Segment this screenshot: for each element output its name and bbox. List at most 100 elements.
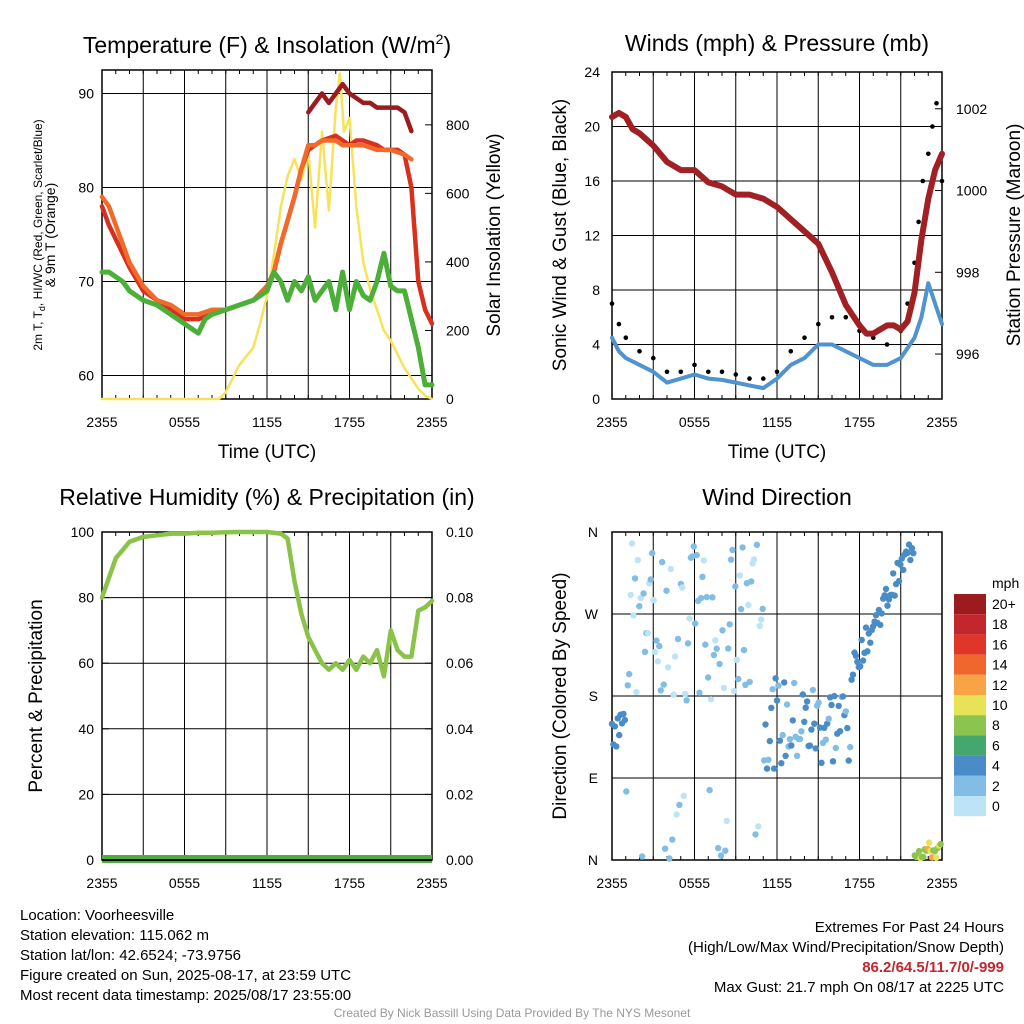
temp-title-end: ) — [443, 32, 451, 58]
dir-point — [818, 759, 825, 766]
dir-point — [806, 742, 814, 749]
gust-point — [747, 376, 752, 381]
temp-x-tick-label: 0555 — [169, 414, 200, 430]
dir-point — [704, 674, 712, 681]
dir-point — [844, 724, 851, 732]
dir-point — [745, 601, 752, 609]
gust-point — [926, 151, 931, 157]
dir-point — [847, 743, 854, 751]
dir-point — [664, 664, 672, 671]
dir-y-tick-label: E — [589, 770, 598, 786]
dir-point — [627, 591, 634, 599]
dir-point — [753, 541, 761, 548]
dir-point — [626, 670, 633, 678]
dir-point — [715, 844, 722, 852]
dir-point — [637, 594, 644, 602]
extremes-title: Extremes For Past 24 Hours — [814, 919, 1004, 936]
dir-point — [634, 556, 641, 564]
dir-point — [740, 646, 748, 654]
legend-label: 12 — [992, 677, 1008, 693]
legend-label: 8 — [992, 717, 1000, 733]
dir-point — [793, 752, 801, 759]
dir-point — [759, 605, 766, 613]
dir-point — [611, 723, 619, 730]
dir-point — [752, 831, 759, 838]
dir-x-tick-label: 2355 — [926, 875, 957, 891]
dir-point — [726, 621, 733, 628]
gust-point — [706, 369, 711, 375]
temp-y-axis-label-line1: 2m T, Td, HI/WC (Red, Green, Scarlet/Blu… — [31, 119, 47, 350]
dir-point — [884, 602, 891, 609]
dir-point — [624, 682, 631, 689]
gust-point — [934, 101, 939, 106]
dir-point — [638, 853, 646, 860]
credit-line: Created By Nick Bassill Using Data Provi… — [333, 1006, 691, 1020]
dir-point — [679, 584, 686, 591]
dir-point — [869, 623, 877, 630]
pressure-y-tick-label: 998 — [956, 264, 980, 280]
dir-point — [858, 636, 865, 644]
dir-point — [651, 648, 659, 656]
dir-point — [809, 686, 817, 694]
temp-title: Temperature (F) & Insolation (W/m2) — [83, 31, 451, 58]
dir-point — [667, 565, 674, 573]
dir-point — [811, 720, 818, 727]
precip-y-tick-label: 0.02 — [446, 786, 473, 802]
temp-x-tick-label: 2355 — [86, 414, 117, 430]
rh-x-tick-label: 2355 — [86, 875, 117, 891]
dir-point — [756, 622, 763, 630]
dir-point — [845, 757, 852, 764]
dir-point — [802, 704, 809, 711]
dir-point — [673, 811, 680, 818]
dir-point — [717, 852, 725, 859]
dir-point — [633, 688, 640, 696]
dir-point — [647, 576, 654, 583]
dir-point — [791, 679, 798, 687]
wind-x-tick-label: 0555 — [679, 414, 710, 430]
dir-point — [656, 642, 663, 650]
legend-label: 2 — [992, 778, 1000, 794]
temp-y-label-sub: d — [37, 306, 47, 311]
dir-point — [812, 745, 819, 752]
insolation-y-tick-label: 400 — [446, 254, 470, 270]
dir-point — [690, 543, 697, 550]
dir-point — [908, 545, 916, 552]
dir-point — [750, 556, 758, 563]
dir-x-tick-label: 2355 — [596, 875, 627, 891]
wind-speed-line — [610, 281, 944, 391]
dir-point — [824, 720, 831, 727]
dir-point — [616, 731, 623, 739]
dir-point — [727, 556, 735, 563]
legend-label: 16 — [992, 636, 1008, 652]
dir-y-tick-label: W — [585, 606, 599, 622]
dir-point — [798, 728, 805, 735]
dir-point — [674, 635, 682, 643]
wind-y-axis-label: Sonic Wind & Gust (Blue, Black) — [550, 99, 571, 371]
dir-y-axis-label: Direction (Colored By Speed) — [550, 572, 571, 819]
legend-label: 10 — [992, 697, 1008, 713]
rh-y-tick-label: 20 — [78, 786, 94, 802]
dir-point — [839, 693, 847, 700]
dir-point — [706, 786, 713, 794]
precip-y-tick-label: 0.00 — [446, 852, 473, 868]
wind-y-tick-label: 4 — [592, 337, 600, 353]
gust-point — [651, 355, 656, 361]
dir-point — [650, 596, 657, 604]
gust-point — [920, 178, 926, 184]
temp-y-tick-label: 70 — [78, 274, 94, 290]
rh-title: Relative Humidity (%) & Precipitation (i… — [59, 484, 474, 510]
legend-title: mph — [992, 575, 1019, 591]
dir-point — [862, 624, 870, 631]
insolation-y-tick-label: 200 — [446, 322, 470, 338]
extremes-values: 86.2/64.5/11.7/0/-999 — [862, 959, 1004, 976]
dir-point — [772, 675, 779, 682]
dir-point — [671, 653, 679, 660]
dir-point — [732, 583, 739, 590]
dir-point — [659, 558, 666, 566]
dir-x-tick-label: 1755 — [844, 875, 875, 891]
dir-point — [720, 684, 728, 692]
dir-point — [683, 697, 690, 704]
dir-point — [769, 686, 776, 693]
precip-y-tick-label: 0.10 — [446, 524, 473, 540]
dir-point — [640, 590, 647, 597]
